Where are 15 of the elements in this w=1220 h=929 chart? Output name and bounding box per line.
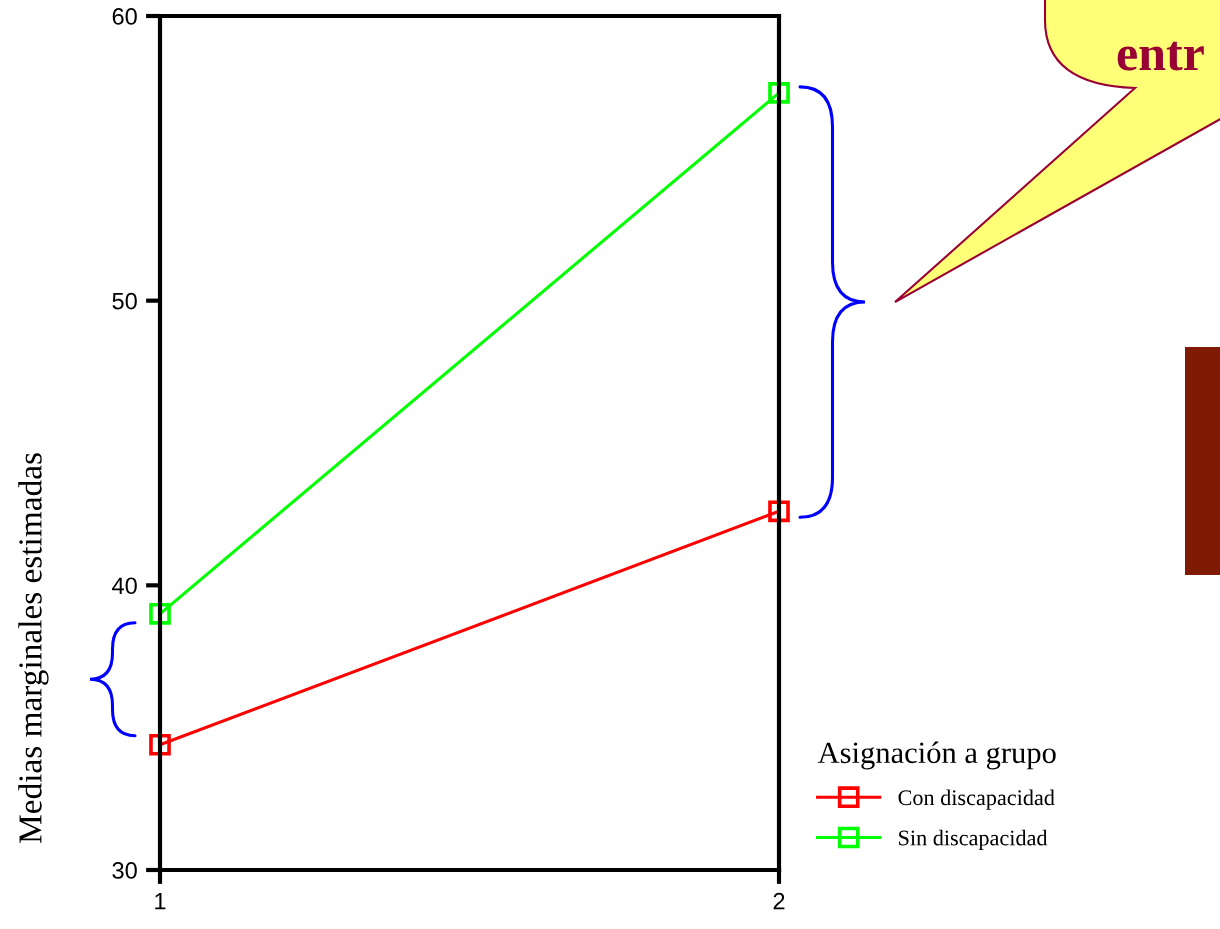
point: [149, 733, 171, 756]
point: [149, 602, 171, 625]
legend-label: Sin discapacidad: [899, 829, 1048, 850]
legend-label: Con discapacidad: [898, 789, 1055, 810]
x-tick-label: 2: [773, 892, 785, 910]
y-tick-label: 30: [112, 862, 137, 879]
y-axis-title: Medias marginales estimadas: [18, 453, 49, 843]
legend-title: Asignación a grupo: [817, 741, 1056, 770]
point: [768, 500, 790, 523]
text: entr: [1117, 41, 1204, 71]
y-tick-label: 40: [112, 577, 137, 595]
y-tick-label: 60: [112, 8, 137, 25]
point: [768, 82, 790, 104]
x-tick-label: 1: [155, 893, 166, 910]
y-tick-label: 50: [112, 292, 137, 310]
